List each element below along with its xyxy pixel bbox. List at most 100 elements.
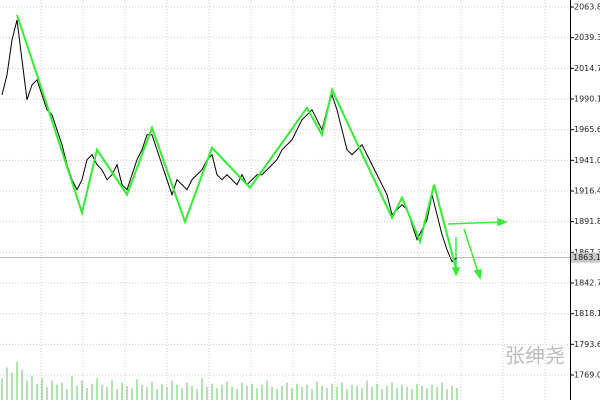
volume-bar [411,389,413,400]
volume-bar [426,388,428,400]
volume-bar [6,367,8,400]
volume-bar [351,384,353,400]
volume-bar [1,378,3,400]
volume-bar [226,381,228,400]
volume-bar [271,386,273,400]
volume-bar [26,380,28,400]
volume-bar [396,388,398,400]
y-tick-label: 1867.32 [574,248,600,257]
volume-bar [456,388,458,400]
volume-bar [391,382,393,400]
volume-bar [406,386,408,400]
volume-bar [336,386,338,400]
y-tick-label: 2014.74 [574,64,600,73]
volume-bar [96,378,98,400]
volume-bar [191,385,193,400]
y-tick-label: 1793.61 [574,340,600,349]
volume-bar [161,383,163,400]
volume-bar [236,389,238,400]
volume-bar [346,389,348,400]
volume-bar [246,385,248,400]
volume-bar [156,389,158,400]
volume-bar [326,388,328,400]
y-tick-label: 1965.60 [574,125,600,134]
volume-bar [291,388,293,400]
volume-bar [31,376,33,400]
y-tick-label: 1941.03 [574,156,600,165]
volume-bar [301,386,303,400]
volume-bar [46,386,48,400]
volume-bar [376,383,378,400]
volume-bar [36,383,38,400]
volume-bar [436,386,438,400]
price-line [1,19,458,263]
volume-bar [111,380,113,400]
volume-bar [106,386,108,400]
y-tick-label: 1842.75 [574,278,600,287]
volume-bar [451,385,453,400]
volume-bar [281,385,283,400]
volume-bar [131,388,133,400]
volume-bar [151,381,153,400]
volume-bar [126,385,128,400]
volume-bar [416,383,418,400]
volume-bar [16,362,18,400]
volume-bar [71,376,73,400]
volume-bar [116,389,118,400]
zigzag-line [16,14,458,273]
volume-bar [86,388,88,400]
y-tick-label: 1990.17 [574,95,600,104]
volume-bar [171,380,173,400]
volume-bar [166,386,168,400]
volume-bar [361,388,363,400]
volume-bar [51,380,53,400]
volume-bar [61,382,63,400]
volume-bar [201,378,203,400]
current-price-label: 1863.1 [573,253,600,262]
vertical-grid [40,0,546,400]
plot-area [0,0,570,400]
volume-bar [386,385,388,400]
volume-bar [341,382,343,400]
volume-bar [321,385,323,400]
y-tick-label: 1769.04 [574,370,600,379]
volume-bar [211,383,213,400]
y-tick-label: 1916.46 [574,187,600,196]
volume-bar [176,384,178,400]
volume-bar [381,389,383,400]
volume-bar [356,385,358,400]
volume-bar [276,389,278,400]
volume-bar [316,381,318,400]
volume-bar [331,383,333,400]
volume-bar [296,383,298,400]
y-tick-label: 2063.88 [574,3,600,12]
volume-bar [66,389,68,400]
watermark: 张绅尧 [505,344,565,368]
volume-bar [221,384,223,400]
volume-bar [21,369,23,400]
volume-bar [251,383,253,400]
y-tick-label: 2039.31 [574,33,600,42]
volume-bar [136,379,138,400]
y-tick-label: 1891.89 [574,217,600,226]
volume-bar [206,386,208,400]
volume-bar [241,382,243,400]
volume-bar [231,386,233,400]
volume-bar [256,388,258,400]
volume-bar [41,378,43,400]
volume-bar [286,382,288,400]
volume-bar [431,384,433,400]
volume-bar [366,380,368,400]
volume-bar [101,384,103,400]
volume-bar [81,380,83,400]
volume-bar [11,372,13,400]
volume-bar [441,382,443,400]
volume-bar [76,385,78,400]
volume-bar [121,382,123,400]
volume-bar [91,383,93,400]
volume-bar [266,380,268,400]
current-price-box [571,252,600,263]
volume-bar [306,384,308,400]
volume-bar [146,386,148,400]
